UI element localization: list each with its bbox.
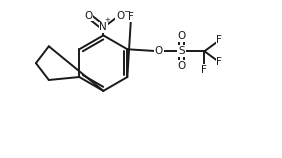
Text: S: S (178, 46, 185, 56)
Text: O: O (116, 11, 124, 21)
Text: −: − (124, 7, 131, 16)
Text: F: F (216, 35, 222, 45)
Text: N: N (100, 22, 107, 32)
Text: O: O (155, 46, 163, 56)
Text: O: O (177, 31, 186, 41)
Text: O: O (177, 61, 186, 71)
Text: +: + (104, 18, 110, 24)
Text: O: O (84, 11, 92, 21)
Text: F: F (128, 12, 134, 21)
Text: F: F (202, 65, 207, 75)
Text: F: F (216, 57, 222, 67)
